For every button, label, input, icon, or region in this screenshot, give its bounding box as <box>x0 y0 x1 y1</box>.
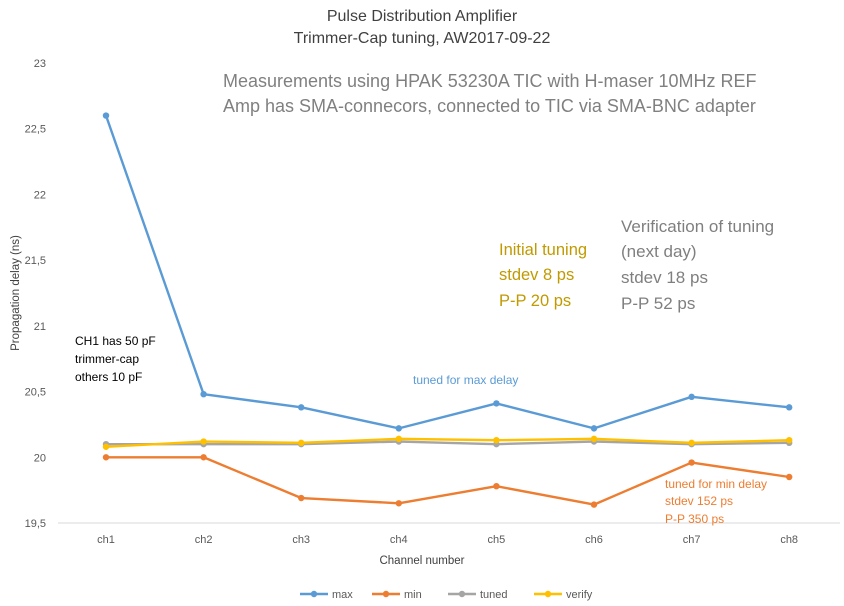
data-point-verify <box>200 438 207 445</box>
data-point-max <box>395 425 402 432</box>
annotation-initial-line1: Initial tuning <box>499 241 587 259</box>
annotation-min-line1: tuned for min delay <box>665 477 767 491</box>
legend-label-max: max <box>332 589 353 601</box>
annotation-ch1-line2: trimmer-cap <box>75 352 139 366</box>
y-tick-label: 22 <box>34 189 46 201</box>
data-point-verify <box>590 435 598 443</box>
x-tick-label: ch7 <box>683 534 701 546</box>
series-line-min <box>106 456 790 506</box>
legend-label-tuned: tuned <box>480 589 508 601</box>
annotation-ch1-line1: CH1 has 50 pF <box>75 334 156 348</box>
series-group <box>102 112 793 508</box>
x-tick-label: ch8 <box>780 534 798 546</box>
y-axis-title: Propagation delay (ns) <box>10 235 22 351</box>
y-tick-label: 20 <box>34 452 46 464</box>
data-point-min <box>395 500 402 507</box>
legend-marker-tuned <box>458 590 466 598</box>
data-point-min <box>688 459 695 466</box>
legend-label-verify: verify <box>566 589 593 601</box>
data-point-min <box>786 473 793 481</box>
data-point-verify <box>102 443 110 450</box>
legend-marker-verify <box>544 590 552 598</box>
y-tick-labels: 19,5 20 20,5 21 21,5 22 22,5 23 <box>25 58 46 530</box>
data-point-max <box>493 400 500 407</box>
series-line-verify <box>105 437 790 448</box>
data-point-min <box>102 454 110 461</box>
y-tick-label: 20,5 <box>25 387 46 399</box>
data-point-verify <box>395 435 402 443</box>
data-point-max <box>200 391 207 398</box>
data-point-max <box>590 425 598 432</box>
annotation-ch1-line3: others 10 pF <box>75 370 142 384</box>
chart-subtitle: Trimmer-Cap tuning, AW2017-09-22 <box>294 30 551 47</box>
data-point-verify <box>688 439 695 447</box>
x-axis-title: Channel number <box>379 555 464 567</box>
y-tick-label: 22,5 <box>25 124 46 136</box>
x-tick-label: ch6 <box>585 534 603 546</box>
annotation-max-note: tuned for max delay <box>413 373 518 387</box>
y-tick-label: 21,5 <box>25 255 46 267</box>
annotation-measurement-line1: Measurements using HPAK 53230A TIC with … <box>223 71 757 91</box>
y-tick-label: 23 <box>34 58 46 70</box>
data-point-min <box>298 494 305 502</box>
data-point-max <box>298 404 305 411</box>
data-point-min <box>200 454 207 461</box>
annotation-verify-line3: stdev 18 ps <box>621 268 708 287</box>
x-tick-label: ch1 <box>97 534 115 546</box>
data-point-min <box>590 501 598 508</box>
data-point-verify <box>493 437 500 444</box>
x-tick-labels: ch1 ch2 ch3 ch4 ch5 ch6 ch7 ch8 <box>97 534 798 546</box>
x-tick-label: ch2 <box>195 534 213 546</box>
annotation-min-line2: stdev 152 ps <box>665 494 733 508</box>
data-point-max <box>786 404 793 411</box>
legend-marker-max <box>310 590 318 598</box>
series-line-max <box>104 115 790 430</box>
legend-marker-min <box>382 590 390 598</box>
data-point-verify <box>786 437 793 444</box>
x-tick-label: ch3 <box>292 534 310 546</box>
annotation-min-line3: P-P 350 ps <box>665 512 724 526</box>
y-tick-label: 21 <box>34 321 46 333</box>
x-tick-label: ch4 <box>390 534 408 546</box>
annotation-verify-line4: P-P 52 ps <box>621 294 695 313</box>
annotation-initial-line2: stdev 8 ps <box>499 266 574 284</box>
chart-title: Pulse Distribution Amplifier <box>327 8 518 25</box>
data-point-min <box>493 483 500 490</box>
annotation-verify-line1: Verification of tuning <box>621 217 774 236</box>
annotation-initial-line3: P-P 20 ps <box>499 292 571 310</box>
annotation-measurement-line2: Amp has SMA-connecors, connected to TIC … <box>223 96 756 116</box>
data-point-max <box>102 112 110 119</box>
data-point-max <box>688 393 695 401</box>
legend: max min tuned verify <box>300 589 593 601</box>
x-tick-label: ch5 <box>488 534 506 546</box>
series-line-tuned <box>106 440 790 446</box>
data-point-verify <box>298 439 305 447</box>
y-tick-label: 19,5 <box>25 518 46 530</box>
annotation-verify-line2: (next day) <box>621 242 697 261</box>
legend-label-min: min <box>404 589 422 601</box>
